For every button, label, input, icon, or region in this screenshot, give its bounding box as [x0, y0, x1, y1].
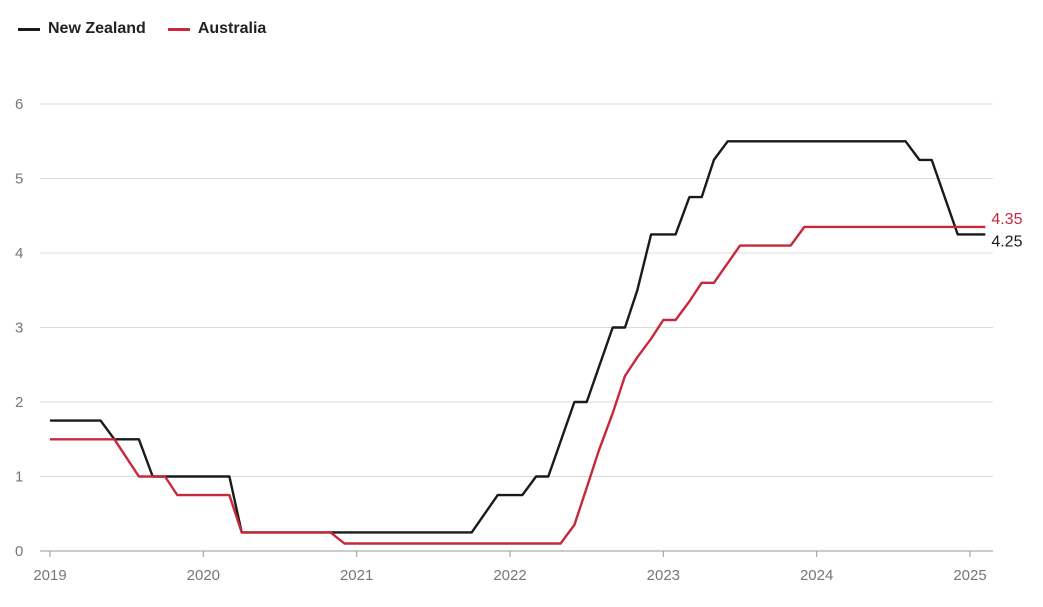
y-tick-label-2: 2 — [15, 394, 23, 411]
y-tick-label-5: 5 — [15, 171, 23, 188]
y-tick-label-6: 6 — [15, 96, 23, 113]
legend-item-australia: Australia — [167, 20, 267, 38]
y-tick-label-0: 0 — [15, 543, 23, 560]
legend: New Zealand Australia — [18, 20, 266, 38]
legend-swatch-new-zealand — [18, 27, 40, 31]
x-tick-label-2019: 2019 — [33, 567, 66, 584]
x-tick-label-2024: 2024 — [800, 567, 833, 584]
x-tick-label-2023: 2023 — [647, 567, 680, 584]
series-line-new-zealand — [50, 140, 986, 534]
x-tick-label-2021: 2021 — [340, 567, 373, 584]
legend-swatch-australia — [167, 27, 190, 31]
x-tick-label-2022: 2022 — [493, 567, 526, 584]
x-tick-label-2020: 2020 — [187, 567, 220, 584]
y-tick-label-4: 4 — [15, 245, 23, 262]
end-label-australia: 4.35 — [991, 211, 1022, 228]
legend-label-australia: Australia — [197, 20, 267, 37]
series-line-australia — [50, 225, 986, 545]
y-tick-label-1: 1 — [15, 469, 23, 486]
y-tick-label-3: 3 — [15, 320, 23, 337]
legend-label-new-zealand: New Zealand — [48, 20, 146, 37]
x-tick-label-2025: 2025 — [953, 567, 986, 584]
end-label-new-zealand: 4.25 — [991, 233, 1022, 250]
legend-item-new-zealand: New Zealand — [18, 20, 146, 38]
